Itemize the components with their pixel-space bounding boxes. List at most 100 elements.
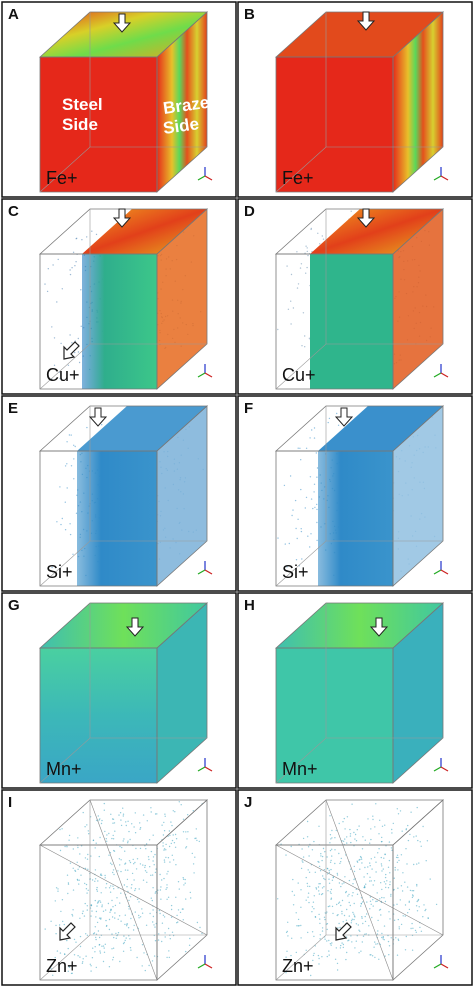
atom <box>413 836 415 838</box>
atom <box>375 803 377 805</box>
atom <box>144 870 147 872</box>
atom <box>69 533 72 536</box>
atom <box>134 812 136 814</box>
atom <box>308 855 310 857</box>
atom <box>170 916 173 918</box>
atom <box>313 840 315 843</box>
atom <box>163 916 166 918</box>
atom <box>300 937 302 939</box>
atom <box>319 922 321 925</box>
atom <box>322 875 324 877</box>
atom <box>314 916 317 918</box>
atom <box>75 238 77 240</box>
atom <box>294 499 297 502</box>
atom <box>196 921 199 924</box>
atom <box>68 434 71 436</box>
atom <box>372 899 374 901</box>
atom <box>367 866 369 868</box>
atom <box>345 919 348 921</box>
atom <box>172 859 175 861</box>
atom <box>195 828 197 830</box>
atom <box>292 509 294 511</box>
atom <box>75 261 77 263</box>
atom <box>420 930 423 932</box>
atom <box>320 853 322 855</box>
atom <box>370 880 372 882</box>
atom <box>182 908 184 910</box>
atom <box>44 283 46 285</box>
atom <box>372 905 374 907</box>
atom <box>99 836 101 839</box>
atom <box>322 238 325 240</box>
axis-icon <box>440 372 449 378</box>
atom <box>127 890 129 893</box>
atom <box>152 921 154 923</box>
atom <box>130 949 132 951</box>
atom <box>108 854 110 856</box>
atom <box>361 916 363 918</box>
atom <box>334 958 337 960</box>
atom <box>408 908 411 911</box>
atom <box>381 865 383 867</box>
atom <box>101 906 103 908</box>
atom <box>352 892 354 894</box>
atom <box>133 879 135 881</box>
atom <box>152 860 154 862</box>
arrow <box>335 922 352 941</box>
atom <box>346 908 348 911</box>
atom <box>356 935 358 937</box>
atom <box>177 881 180 883</box>
atom <box>104 909 107 911</box>
atom <box>319 883 321 885</box>
atom <box>166 884 168 886</box>
arrow <box>112 13 132 33</box>
atom <box>92 839 95 842</box>
axis-icon <box>433 766 442 772</box>
atom <box>72 909 74 911</box>
atom <box>95 936 97 939</box>
atom <box>77 846 79 849</box>
atom <box>141 912 144 914</box>
atom <box>295 912 297 914</box>
atom <box>396 954 399 956</box>
atom <box>123 935 125 937</box>
atom <box>359 930 361 932</box>
atom <box>152 915 155 918</box>
atom <box>118 814 120 816</box>
panel-letter: F <box>244 400 253 417</box>
atom <box>377 943 379 945</box>
atom <box>155 868 157 870</box>
atom <box>56 301 58 303</box>
atom <box>389 883 391 886</box>
atom <box>132 929 135 931</box>
atom <box>157 889 159 891</box>
atom <box>402 872 404 874</box>
atom <box>391 849 393 851</box>
ion-label: Si+ <box>282 562 309 582</box>
atom <box>376 900 378 902</box>
atom <box>313 437 316 439</box>
atom <box>338 922 340 925</box>
atom <box>395 937 397 939</box>
atom <box>357 924 359 926</box>
atom <box>308 871 311 873</box>
ion-label: Zn+ <box>282 956 314 976</box>
atom <box>72 867 74 869</box>
atom <box>64 953 66 956</box>
atom <box>331 848 333 850</box>
atom <box>388 945 391 947</box>
atom <box>66 846 68 848</box>
atom <box>360 905 362 907</box>
atom <box>396 903 398 905</box>
atom <box>326 955 328 958</box>
atom <box>133 924 135 927</box>
atom <box>80 289 82 291</box>
atom <box>69 523 71 525</box>
atom <box>368 925 370 927</box>
atom <box>117 932 120 934</box>
atom <box>90 905 92 907</box>
atom <box>327 421 329 424</box>
atom <box>328 954 330 956</box>
atom <box>312 954 315 957</box>
slab-face <box>77 451 157 586</box>
